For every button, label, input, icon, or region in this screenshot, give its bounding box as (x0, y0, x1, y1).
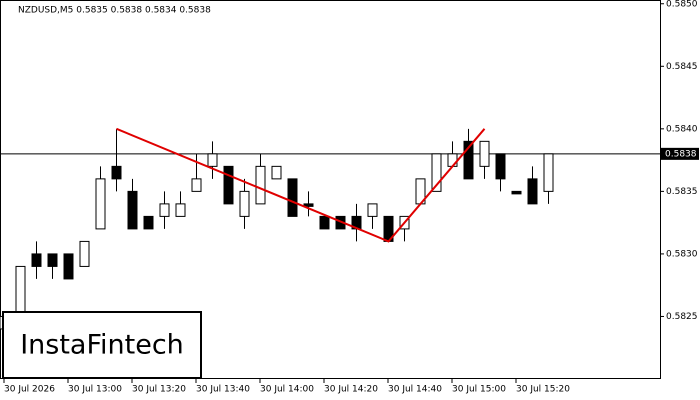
candle-body-up (79, 240, 90, 267)
logo-box (2, 311, 202, 379)
candle-body-down (287, 178, 298, 217)
candle-body-down (303, 203, 314, 207)
y-tick-label: 0.5835 (666, 187, 698, 197)
candle-body-up (271, 165, 282, 180)
candle-body-down (319, 215, 330, 230)
candle-body-up (191, 178, 202, 192)
candle-body-up (447, 153, 458, 167)
pattern-line (116, 127, 486, 243)
candle-body-up (367, 203, 378, 217)
x-tick-label: 30 Jul 13:40 (196, 385, 250, 395)
x-tick-label: 30 Jul 14:00 (260, 385, 314, 395)
candle-body-down (127, 190, 138, 230)
x-tick-label: 30 Jul 13:20 (132, 385, 186, 395)
plot-frame (0, 0, 661, 379)
price-label: 0.5838 (665, 149, 697, 159)
candle-body-up (431, 153, 442, 192)
price-label-box (661, 147, 699, 160)
candle-body-up (543, 153, 554, 192)
candle-body-down (63, 253, 74, 280)
x-tick-label: 30 Jul 14:20 (324, 385, 378, 395)
candle-body-up (159, 203, 170, 217)
candle-body-down (223, 165, 234, 205)
candle-body-down (527, 178, 538, 205)
candle-body-up (479, 140, 490, 167)
x-tick-label: 30 Jul 14:40 (388, 385, 442, 395)
candle-body-down (463, 140, 474, 180)
x-tick-label: 30 Jul 15:20 (516, 385, 570, 395)
y-tick-label: 0.5845 (666, 62, 698, 72)
x-tick-label: 30 Jul 2026 (4, 385, 55, 395)
chart-title: NZDUSD,M5 0.5835 0.5838 0.5834 0.5838 (18, 6, 211, 16)
candle-body-up (175, 203, 186, 217)
candle-body-down (511, 190, 522, 195)
candle-body-up (255, 165, 266, 205)
candle-body-up (95, 178, 106, 230)
y-tick-label: 0.5825 (666, 312, 698, 322)
y-tick-label: 0.5840 (666, 124, 698, 134)
candle-body-down (495, 153, 506, 180)
y-tick-label: 0.5850 (666, 0, 698, 9)
x-tick-label: 30 Jul 13:00 (68, 385, 122, 395)
candle-body-down (47, 253, 58, 267)
candle-body-down (111, 165, 122, 180)
y-tick-label: 0.5830 (666, 249, 698, 259)
candle-body-down (31, 253, 42, 267)
x-tick-label: 30 Jul 15:00 (452, 385, 506, 395)
candle-body-up (239, 190, 250, 217)
logo: InstaFintech (20, 330, 184, 361)
candle-body-down (143, 215, 154, 230)
candle-body-up (207, 153, 218, 167)
